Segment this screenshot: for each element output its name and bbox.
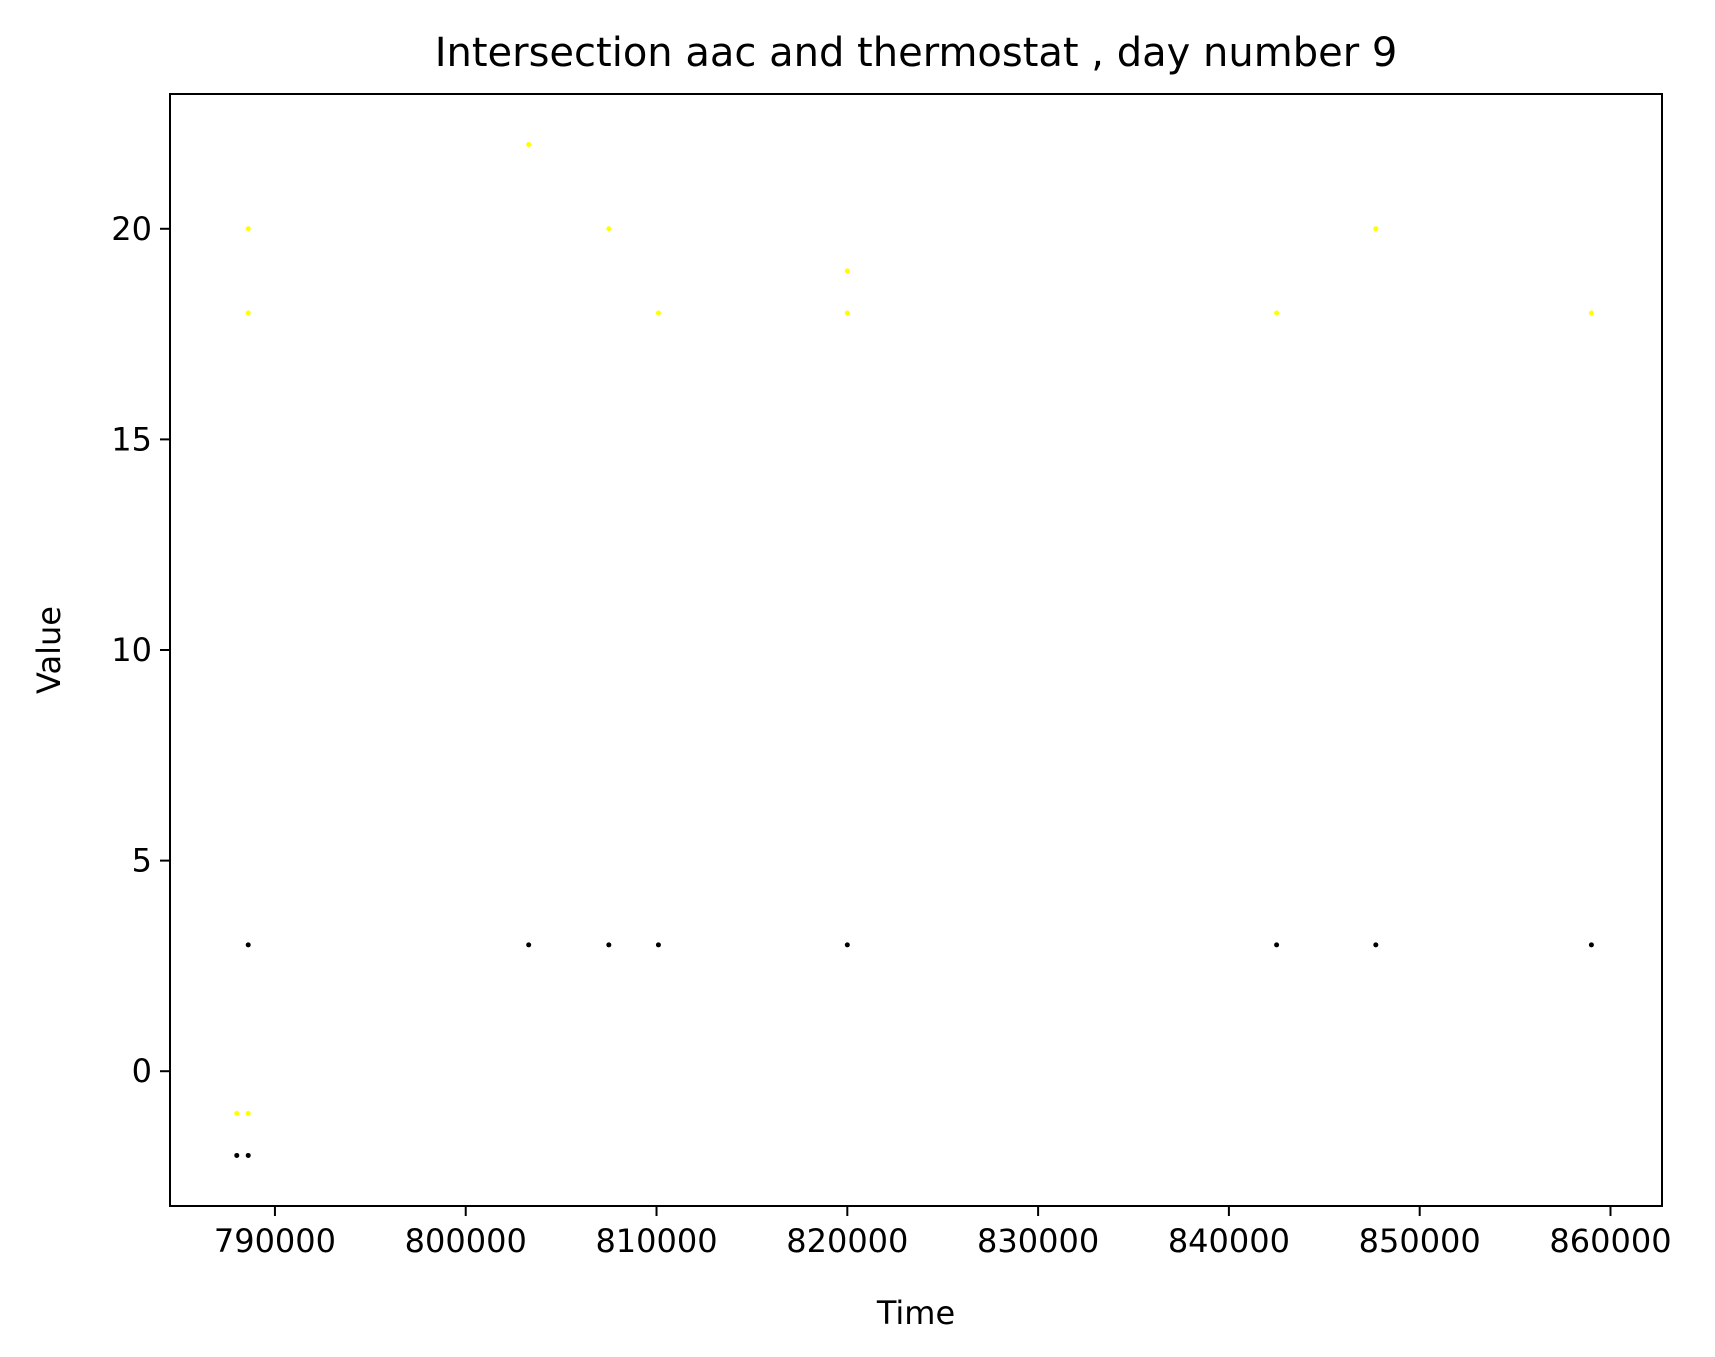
scatter-point xyxy=(245,1152,251,1158)
x-tick-label: 790000 xyxy=(214,1222,336,1260)
scatter-point xyxy=(245,942,251,948)
x-tick-label: 840000 xyxy=(1168,1222,1290,1260)
scatter-point xyxy=(1274,942,1280,948)
scatter-point xyxy=(844,942,850,948)
scatter-point xyxy=(245,1110,251,1116)
scatter-point xyxy=(844,310,850,316)
scatter-point xyxy=(1588,942,1594,948)
scatter-point xyxy=(1373,942,1379,948)
scatter-point xyxy=(606,226,612,232)
x-tick-label: 810000 xyxy=(595,1222,717,1260)
scatter-point xyxy=(844,268,850,274)
x-tick-label: 860000 xyxy=(1549,1222,1671,1260)
scatter-point xyxy=(606,942,612,948)
y-tick-label: 20 xyxy=(111,210,152,248)
scatter-point xyxy=(526,142,532,148)
x-tick-label: 820000 xyxy=(786,1222,908,1260)
scatter-point xyxy=(655,942,661,948)
chart-title: Intersection aac and thermostat , day nu… xyxy=(435,30,1398,76)
y-axis-label: Value xyxy=(30,606,68,694)
x-tick-label: 800000 xyxy=(405,1222,527,1260)
axis-ticks: 790000 800000 810000 820000 830000 840000 8500… xyxy=(111,210,1671,1260)
scatter-point xyxy=(234,1152,240,1158)
data-points xyxy=(234,142,1594,1158)
y-tick-label: 10 xyxy=(111,631,152,669)
y-tick-label: 15 xyxy=(111,420,152,458)
x-tick-label: 850000 xyxy=(1359,1222,1481,1260)
scatter-point xyxy=(245,310,251,316)
y-tick-label: 5 xyxy=(132,842,152,880)
x-axis-label: Time xyxy=(876,1294,955,1332)
x-tick-label: 830000 xyxy=(977,1222,1099,1260)
scatter-point xyxy=(1588,310,1594,316)
scatter-point xyxy=(1373,226,1379,232)
scatter-point xyxy=(245,226,251,232)
scatter-point xyxy=(526,942,532,948)
plot-area-frame xyxy=(169,93,1663,1207)
scatter-point xyxy=(655,310,661,316)
y-tick-label: 0 xyxy=(132,1052,152,1090)
scatter-point xyxy=(1274,310,1280,316)
scatter-point xyxy=(234,1110,240,1116)
